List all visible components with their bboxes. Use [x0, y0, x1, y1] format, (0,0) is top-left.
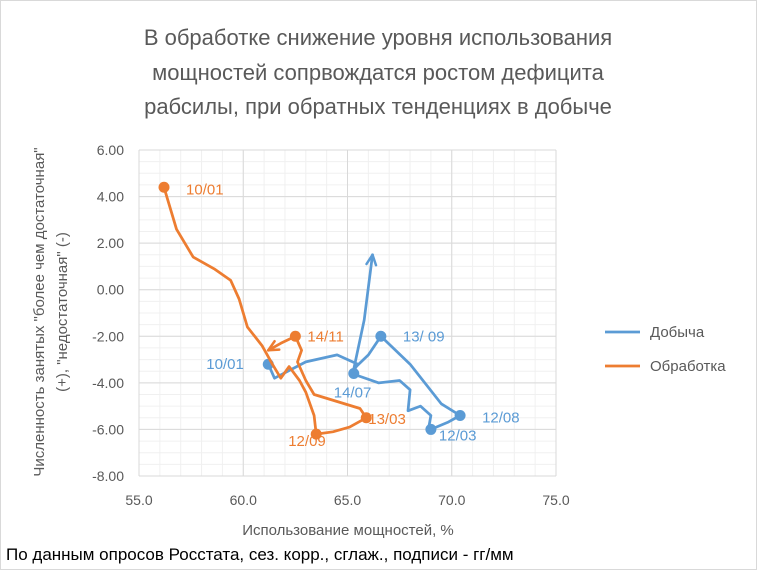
data-point-0 — [425, 423, 437, 435]
series-line-1 — [162, 185, 368, 436]
point-label: 12/03 — [439, 427, 477, 444]
x-tick-label: 65.0 — [334, 492, 361, 508]
point-label: 14/07 — [334, 385, 372, 402]
source-note: По данным опросов Росстата, сез. корр., … — [6, 545, 514, 564]
chart-title-line: рабсилы, при обратных тенденциях в добыч… — [144, 94, 612, 119]
point-label: 12/08 — [482, 409, 520, 426]
data-point-1 — [310, 428, 322, 440]
x-tick-label: 55.0 — [125, 492, 152, 508]
x-tick-label: 70.0 — [438, 492, 465, 508]
y-tick-label: -6.00 — [92, 421, 124, 437]
legend-label-0: Добыча — [650, 324, 705, 341]
y-axis-label-line: (+), "недостаточная" (-) — [54, 232, 71, 392]
x-axis-label: Использование мощностей, % — [242, 522, 454, 539]
series-arrowhead-0 — [365, 253, 378, 267]
point-label: 14/11 — [307, 328, 343, 345]
data-point-0 — [375, 330, 387, 342]
y-axis-label-line: Численность занятых "более чем достаточн… — [31, 147, 48, 476]
y-tick-label: -8.00 — [92, 468, 124, 484]
y-tick-label: -4.00 — [92, 375, 124, 391]
chart-title-line: В обработке снижение уровня использовани… — [144, 25, 612, 50]
data-point-0 — [454, 409, 466, 421]
chart-title-line: мощностей сопрвождатся ростом дефицита — [152, 60, 604, 85]
y-tick-label: 0.00 — [97, 282, 124, 298]
series-arrowhead-1 — [267, 340, 281, 352]
point-label: 13/03 — [368, 411, 406, 428]
y-tick-label: 4.00 — [97, 189, 124, 205]
series-line-0 — [266, 253, 462, 431]
point-label: 13/ 09 — [403, 328, 445, 345]
x-tick-label: 60.0 — [230, 492, 257, 508]
data-point-0 — [348, 368, 360, 380]
point-label: 10/01 — [206, 356, 244, 373]
y-tick-label: 2.00 — [97, 235, 124, 251]
x-tick-label: 75.0 — [542, 492, 569, 508]
y-tick-label: -2.00 — [92, 328, 124, 344]
legend-label-1: Обработка — [650, 358, 726, 375]
data-point-1 — [289, 330, 301, 342]
point-label: 12/09 — [288, 433, 326, 450]
data-point-1 — [158, 181, 170, 193]
y-tick-label: 6.00 — [97, 142, 124, 158]
data-point-1 — [360, 412, 372, 424]
point-label: 10/01 — [186, 181, 224, 198]
